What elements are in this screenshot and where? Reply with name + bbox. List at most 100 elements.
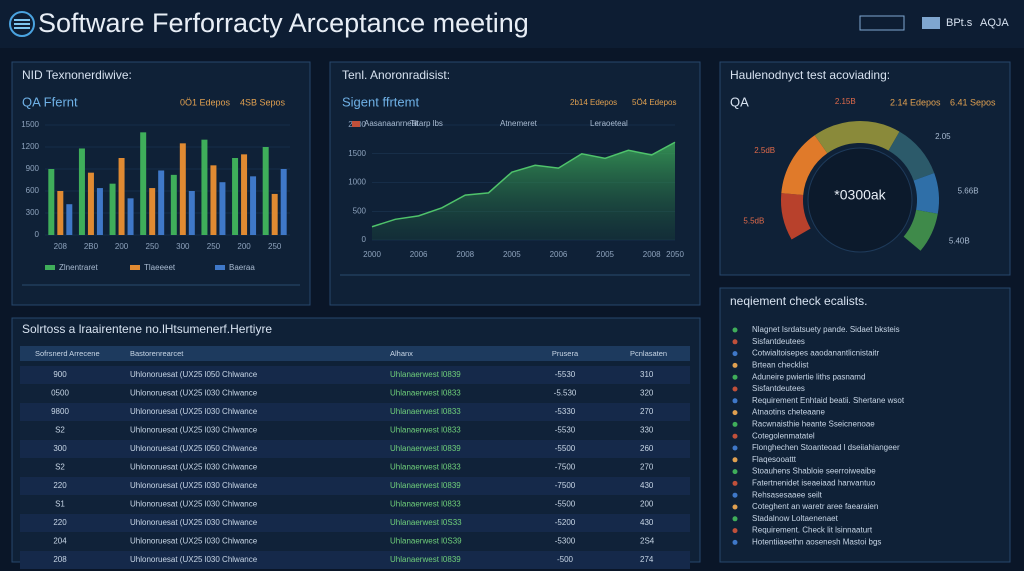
- table-cell: Uhlonoruesat (UX25 l030 Chlwance: [130, 481, 258, 490]
- y-tick-label: 500: [353, 206, 367, 215]
- bar: [280, 169, 287, 235]
- check-icon[interactable]: [732, 445, 738, 451]
- check-icon[interactable]: [732, 492, 738, 498]
- checklist-item[interactable]: Atnaotins cheteaane: [752, 408, 825, 417]
- panel-title: Solrtoss a lraairentene no.lHtsumenerf.H…: [22, 322, 272, 336]
- table-row[interactable]: [20, 384, 690, 403]
- table-row[interactable]: [20, 403, 690, 421]
- checklist-item[interactable]: Coteghent an waretr aree faearaien: [752, 502, 878, 511]
- checklist-item[interactable]: Stadalnow Loltaenenaet: [752, 514, 839, 523]
- bar: [170, 174, 177, 235]
- table-header[interactable]: Bastorenrearcet: [130, 349, 184, 358]
- bar: [210, 165, 217, 235]
- table-row[interactable]: [20, 477, 690, 495]
- check-icon[interactable]: [732, 457, 738, 463]
- bar: [96, 188, 103, 235]
- table-row[interactable]: [20, 514, 690, 532]
- table-row[interactable]: [20, 458, 690, 477]
- check-icon[interactable]: [732, 421, 738, 427]
- table-cell: -5300: [555, 537, 576, 546]
- checklist-item[interactable]: Flonghechen Stoanteoad l dseiiahiangeer: [752, 443, 900, 452]
- gauge-segment: [781, 193, 811, 240]
- gauge-segment: [903, 209, 938, 251]
- checklist-item[interactable]: Rehsasesaaee seilt: [752, 490, 823, 499]
- check-icon[interactable]: [732, 410, 738, 416]
- table-cell: Uhlanaerwest l0839: [390, 444, 461, 453]
- checklist-item[interactable]: Brtean checklist: [752, 361, 809, 370]
- table-header[interactable]: Pcnlasaten: [630, 349, 667, 358]
- table-cell: 220: [53, 481, 67, 490]
- checklist-item[interactable]: Hotentiiaeethn aosenesh Mastoi bgs: [752, 538, 881, 547]
- checklist-item[interactable]: Cotwialtoisepes aaodanantlicnistaitr: [752, 349, 880, 358]
- check-icon[interactable]: [732, 351, 738, 357]
- x-tick-label: 2008: [456, 250, 474, 259]
- x-tick-label: 2005: [503, 250, 521, 259]
- table-cell: Uhlanaerwest l0S39: [390, 537, 462, 546]
- checklist-item[interactable]: Cotegolenmatatel: [752, 431, 815, 440]
- check-icon[interactable]: [732, 398, 738, 404]
- checklist-item[interactable]: Stoauhens Shabloie seerroiweaibe: [752, 467, 876, 476]
- legend-label: Baeraa: [229, 263, 255, 272]
- table-header[interactable]: Sofrsnerd Arrecene: [35, 349, 100, 358]
- legend-swatch: [215, 265, 225, 270]
- table-cell: Uhlanaerwest l0839: [390, 370, 461, 379]
- table-cell: Uhlanaerwest l0833: [390, 426, 461, 435]
- table-header[interactable]: Prusera: [552, 349, 579, 358]
- table-cell: S2: [55, 426, 65, 435]
- panel-title: neqiement check ecalists.: [730, 294, 867, 308]
- y-tick-label: 0: [362, 235, 367, 244]
- y-tick-label: 1500: [21, 120, 39, 129]
- check-icon[interactable]: [732, 433, 738, 439]
- bar: [250, 176, 257, 235]
- legend-label: 2.14 Edepos: [890, 97, 941, 107]
- check-icon[interactable]: [732, 516, 738, 522]
- table-cell: Uhlanaerwest l0833: [390, 407, 461, 416]
- y-tick-label: 300: [26, 208, 40, 217]
- y-tick-label: 900: [26, 164, 40, 173]
- table-cell: 270: [640, 407, 654, 416]
- table-header-row: [20, 346, 690, 361]
- header-badge[interactable]: AQJA: [980, 17, 1009, 29]
- check-icon[interactable]: [732, 339, 738, 345]
- table-row[interactable]: [20, 366, 690, 384]
- bar: [109, 183, 116, 235]
- check-icon[interactable]: [732, 504, 738, 510]
- checklist-item[interactable]: Aduneire pwiertie liths pasnamd: [752, 372, 865, 381]
- table-header[interactable]: Alhanx: [390, 349, 413, 358]
- table-row[interactable]: [20, 440, 690, 458]
- legend-label: 0Ö1 Edepos: [180, 97, 231, 107]
- table-row[interactable]: [20, 551, 690, 569]
- check-icon[interactable]: [732, 480, 738, 486]
- checklist-item[interactable]: Racwnaisthie heante Sseicnenoae: [752, 420, 875, 429]
- table-cell: Uhlanaerwest l0839: [390, 481, 461, 490]
- bar: [127, 198, 134, 235]
- checklist-item[interactable]: Fatertnenidet iseaeiaad hanvantuo: [752, 479, 876, 488]
- check-icon[interactable]: [732, 374, 738, 380]
- legend-label: 6.41 Sepos: [950, 97, 996, 107]
- table-row[interactable]: [20, 495, 690, 514]
- check-icon[interactable]: [732, 539, 738, 545]
- x-tick-label: 2008: [643, 250, 661, 259]
- y-tick-label: 1500: [348, 149, 366, 158]
- checklist-item[interactable]: Flaqesooattt: [752, 455, 797, 464]
- header-badge[interactable]: BPt.s: [946, 17, 973, 29]
- check-icon[interactable]: [732, 386, 738, 392]
- check-icon[interactable]: [732, 469, 738, 475]
- bar: [262, 147, 269, 235]
- check-icon[interactable]: [732, 362, 738, 368]
- checklist-item[interactable]: Nlagnet Isrdatsuety pande. Sidaet bkstei…: [752, 325, 900, 334]
- checklist-item[interactable]: Requirement. Check lit lsinnaaturt: [752, 526, 873, 535]
- gauge-label: 2.05: [935, 132, 951, 141]
- table-cell: Uhlanaerwest l0833: [390, 389, 461, 398]
- check-icon[interactable]: [732, 327, 738, 333]
- checklist-item[interactable]: Sisfantdeutees: [752, 337, 805, 346]
- checklist-item[interactable]: Sisfantdeutees: [752, 384, 805, 393]
- gauge-center-label: *0300ak: [834, 187, 886, 203]
- gauge-label: 2.15B: [835, 97, 856, 106]
- x-tick-label: 300: [176, 242, 190, 251]
- table-cell: Uhlonoruesat (UX25 l030 Chlwance: [130, 426, 258, 435]
- table-row[interactable]: [20, 421, 690, 440]
- table-row[interactable]: [20, 532, 690, 551]
- checklist-item[interactable]: Requirement Enhtaid beatii. Shertane wso…: [752, 396, 905, 405]
- check-icon[interactable]: [732, 528, 738, 534]
